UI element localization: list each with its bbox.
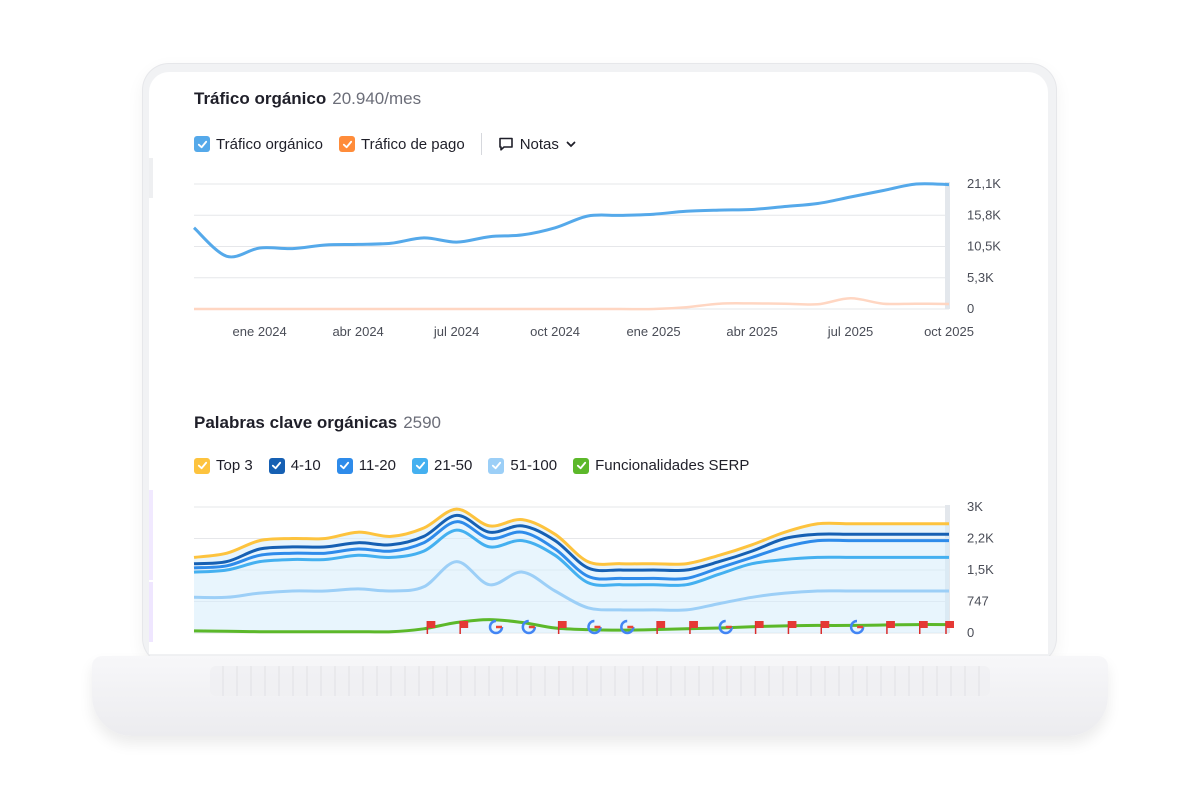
organic-traffic-chart: 0 5,3K 10,5K 15,8K 21,1K ene 2024 abr 2024 jul … [192,176,1001,339]
y-tick-label: 3K [967,499,983,514]
legend-paid-label: Tráfico de pago [361,135,465,153]
notes-label: Notas [519,135,559,153]
app-screen: Tráfico orgánico 20.940/mes Tráfico orgán… [149,72,1048,654]
note-flag-icon [754,621,764,634]
organic-traffic-title: Tráfico orgánico 20.940/mes [194,89,421,109]
organic-traffic-title-text: Tráfico orgánico [194,89,327,108]
google-update-icon [587,619,602,635]
organic-keywords-chart: 0 747 1,5K 2,2K 3K [193,499,994,640]
note-flag-icon [886,621,895,634]
legend-item-keywords[interactable]: Funcionalidades SERP [573,457,749,474]
keywords-series-line [193,507,950,566]
crosshair-bar [945,182,950,309]
checkbox-checked-icon[interactable] [412,457,428,474]
keywords-series-line [193,618,950,634]
note-flag-icon [557,621,567,634]
checkbox-checked-icon[interactable] [573,457,590,474]
x-tick-label: oct 2025 [924,324,974,339]
legend-keyword-label: 4-10 [290,457,321,474]
checkbox-checked-icon[interactable] [336,457,353,474]
google-update-icon [620,619,635,635]
note-flag-icon [459,621,469,634]
legend-keyword-label: Funcionalidades SERP [595,457,750,474]
legend-paid-traffic[interactable]: Tráfico de pago [339,136,465,153]
y-tick-label: 21,1K [967,176,1001,191]
organic-keywords-title: Palabras clave orgánicas 2590 [194,413,441,433]
legend-divider [480,133,482,155]
keywords-series-line [193,513,949,573]
keywords-series-line [193,560,949,612]
organic-keywords-legend: Top 3 4-10 11-20 21-50 51-100 Funcionalidades… [194,457,765,474]
notes-dropdown[interactable]: Notas [498,136,577,153]
y-tick-label: 0 [967,625,974,640]
y-tick-label: 0 [967,301,974,316]
x-tick-label: abr 2025 [726,324,777,339]
keywords-series-line [193,520,949,581]
laptop-keyboard [210,666,990,696]
legend-item-keywords[interactable]: Top 3 [194,457,253,474]
y-tick-label: 747 [967,594,989,609]
note-flag-icon [945,621,954,634]
left-panel-edge-3 [149,582,153,642]
organic-traffic-metric: 20.940/mes [332,89,422,108]
google-update-icon [718,619,734,635]
y-tick-label: 15,8K [967,207,1001,222]
y-tick-label: 2,2K [967,531,994,546]
note-flag-icon [689,621,698,634]
note-flag-icon [787,621,797,634]
x-tick-label: abr 2024 [332,324,383,339]
left-panel-edge-2 [149,490,153,580]
keywords-series-line [193,528,949,587]
checkbox-checked-icon[interactable] [339,136,355,152]
google-update-icon [521,619,537,635]
legend-keyword-label: Top 3 [216,457,253,474]
chevron-down-icon [566,141,576,148]
comment-icon [498,137,513,151]
legend-item-keywords[interactable]: 21-50 [412,457,472,474]
organic-traffic-legend: Tráfico orgánico Tráfico de pago Notas [194,133,577,155]
legend-item-keywords[interactable]: 11-20 [336,457,396,474]
x-tick-label: ene 2024 [233,324,287,339]
x-tick-label: jul 2024 [433,324,480,339]
legend-organic-traffic[interactable]: Tráfico orgánico [194,136,323,153]
x-tick-label: oct 2024 [530,324,580,339]
x-tick-label: ene 2025 [626,324,680,339]
note-flag-icon [656,621,666,634]
organic-traffic-line [192,182,950,259]
checkbox-checked-icon[interactable] [268,457,285,474]
checkbox-checked-icon[interactable] [194,136,210,152]
note-flag-icon [426,621,436,634]
legend-keyword-label: 11-20 [358,457,396,474]
organic-keywords-metric: 2590 [403,413,442,432]
note-flag-icon [820,621,830,634]
note-flag-icon [918,621,928,634]
legend-keyword-label: 21-50 [434,457,473,474]
legend-item-keywords[interactable]: 4-10 [268,457,321,474]
legend-organic-label: Tráfico orgánico [216,135,323,153]
google-update-icon [488,619,504,635]
checkbox-checked-icon[interactable] [194,457,210,474]
left-panel-edge [149,158,153,198]
paid-traffic-line [194,297,950,311]
checkbox-checked-icon[interactable] [488,457,505,474]
google-update-icon [849,619,865,635]
x-tick-label: jul 2025 [827,324,874,339]
legend-keyword-label: 51-100 [510,457,558,474]
y-tick-label: 1,5K [967,562,994,577]
organic-keywords-title-text: Palabras clave orgánicas [194,413,398,432]
legend-item-keywords[interactable]: 51-100 [488,457,557,474]
y-tick-label: 10,5K [967,239,1001,254]
y-tick-label: 5,3K [967,270,994,285]
